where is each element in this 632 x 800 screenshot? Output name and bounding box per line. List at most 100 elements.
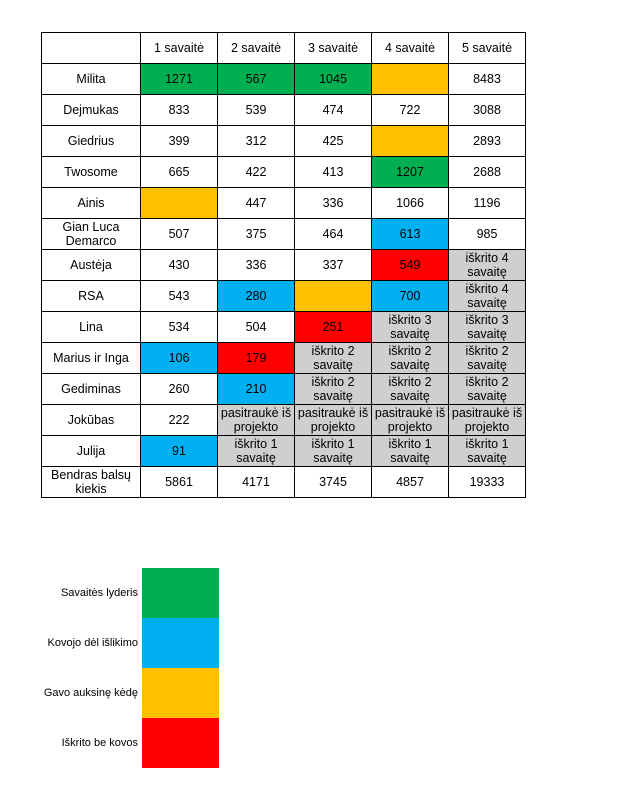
table-row: Twosome 665 422 413 1207 2688	[41, 156, 526, 188]
vote-cell: 464	[294, 218, 372, 250]
vote-cell: 179	[217, 342, 295, 374]
vote-cell: 543	[140, 280, 218, 312]
table-row: Giedrius 399 312 425 2893	[41, 125, 526, 157]
vote-cell: iškrito 2 savaitę	[371, 342, 449, 374]
table-row: RSA 543 280 700 iškrito 4 savaitę	[41, 280, 526, 312]
vote-cell: 665	[140, 156, 218, 188]
vote-cell: iškrito 2 savaitę	[448, 342, 526, 374]
vote-cell: iškrito 2 savaitę	[294, 373, 372, 405]
contestant-name: Julija	[41, 435, 141, 467]
vote-cell: 1196	[448, 187, 526, 219]
vote-cell: 3745	[294, 466, 372, 498]
contestant-name: Dejmukas	[41, 94, 141, 126]
table-row: Austėja 430 336 337 549 iškrito 4 savaitę	[41, 249, 526, 281]
vote-cell: 2893	[448, 125, 526, 157]
vote-cell: 507	[140, 218, 218, 250]
contestant-name: Ainis	[41, 187, 141, 219]
table-row: Gian Luca Demarco 507 375 464 613 985	[41, 218, 526, 250]
vote-cell: iškrito 1 savaitę	[217, 435, 295, 467]
legend-swatch	[142, 618, 219, 668]
vote-cell: 447	[217, 187, 295, 219]
legend-label: Iškrito be kovos	[61, 737, 138, 749]
vote-cell: 8483	[448, 63, 526, 95]
vote-cell: 337	[294, 249, 372, 281]
table-row: Dejmukas 833 539 474 722 3088	[41, 94, 526, 126]
vote-cell: pasitraukė iš projekto	[217, 404, 295, 436]
vote-cell: 425	[294, 125, 372, 157]
votes-table: 1 savaitė 2 savaitė 3 savaitė 4 savaitė 5 sa…	[41, 32, 526, 498]
vote-cell	[140, 187, 218, 219]
vote-cell: iškrito 3 savaitę	[448, 311, 526, 343]
vote-cell: 5861	[140, 466, 218, 498]
vote-cell: 534	[140, 311, 218, 343]
week-header-1: 1 savaitė	[140, 32, 218, 64]
vote-cell: 336	[217, 249, 295, 281]
table-row: Gediminas 260 210 iškrito 2 savaitę iškrito …	[41, 373, 526, 405]
vote-cell: iškrito 3 savaitę	[371, 311, 449, 343]
vote-cell: 1066	[371, 187, 449, 219]
vote-cell: 4857	[371, 466, 449, 498]
table-row: Milita 1271 567 1045 8483	[41, 63, 526, 95]
contestant-name: Austėja	[41, 249, 141, 281]
vote-cell: 504	[217, 311, 295, 343]
legend-swatch	[142, 668, 219, 718]
week-header-3: 3 savaitė	[294, 32, 372, 64]
contestant-name: Bendras balsų kiekis	[41, 466, 141, 498]
vote-cell: iškrito 2 savaitę	[294, 342, 372, 374]
contestant-name: Twosome	[41, 156, 141, 188]
vote-cell: 833	[140, 94, 218, 126]
week-header-2: 2 savaitė	[217, 32, 295, 64]
table-row: Jokūbas 222 pasitraukė iš projekto pasitrau…	[41, 404, 526, 436]
contestant-name: Jokūbas	[41, 404, 141, 436]
vote-cell: 222	[140, 404, 218, 436]
vote-cell: pasitraukė iš projekto	[448, 404, 526, 436]
corner-cell	[41, 32, 141, 64]
legend-item: Savaitės lyderis	[20, 568, 220, 618]
table-row: Marius ir Inga 106 179 iškrito 2 savaitę išk…	[41, 342, 526, 374]
vote-cell: pasitraukė iš projekto	[371, 404, 449, 436]
legend-item: Iškrito be kovos	[20, 718, 220, 768]
table-row: Ainis 447 336 1066 1196	[41, 187, 526, 219]
vote-cell: 1045	[294, 63, 372, 95]
vote-cell: iškrito 2 savaitę	[448, 373, 526, 405]
vote-cell: 210	[217, 373, 295, 405]
legend: Savaitės lyderis Kovojo dėl išlikimo Gavo …	[20, 568, 220, 768]
vote-cell	[371, 63, 449, 95]
vote-cell: 474	[294, 94, 372, 126]
vote-cell: pasitraukė iš projekto	[294, 404, 372, 436]
vote-cell: 280	[217, 280, 295, 312]
vote-cell: 1271	[140, 63, 218, 95]
vote-cell: iškrito 1 savaitę	[448, 435, 526, 467]
contestant-name: Milita	[41, 63, 141, 95]
vote-cell: 375	[217, 218, 295, 250]
contestant-name: RSA	[41, 280, 141, 312]
legend-swatch	[142, 718, 219, 768]
contestant-name: Gian Luca Demarco	[41, 218, 141, 250]
vote-cell: iškrito 4 savaitę	[448, 249, 526, 281]
vote-cell: 430	[140, 249, 218, 281]
vote-cell: 567	[217, 63, 295, 95]
legend-label: Savaitės lyderis	[60, 587, 138, 599]
vote-cell: 91	[140, 435, 218, 467]
legend-label: Gavo auksinę kėdę	[43, 687, 138, 699]
vote-cell: 4171	[217, 466, 295, 498]
vote-cell: 19333	[448, 466, 526, 498]
legend-swatch	[142, 568, 219, 618]
legend-item: Gavo auksinę kėdę	[20, 668, 220, 718]
vote-cell: iškrito 2 savaitę	[371, 373, 449, 405]
vote-cell: 985	[448, 218, 526, 250]
vote-cell: 106	[140, 342, 218, 374]
vote-cell	[294, 280, 372, 312]
week-header-4: 4 savaitė	[371, 32, 449, 64]
table-row: Lina 534 504 251 iškrito 3 savaitę iškrito 3 …	[41, 311, 526, 343]
vote-cell: 422	[217, 156, 295, 188]
legend-label: Kovojo dėl išlikimo	[47, 637, 138, 649]
vote-cell: 700	[371, 280, 449, 312]
legend-item: Kovojo dėl išlikimo	[20, 618, 220, 668]
vote-cell: 722	[371, 94, 449, 126]
header-row: 1 savaitė 2 savaitė 3 savaitė 4 savaitė 5 sa…	[41, 32, 526, 64]
contestant-name: Giedrius	[41, 125, 141, 157]
contestant-name: Gediminas	[41, 373, 141, 405]
vote-cell: 336	[294, 187, 372, 219]
vote-cell: iškrito 4 savaitę	[448, 280, 526, 312]
